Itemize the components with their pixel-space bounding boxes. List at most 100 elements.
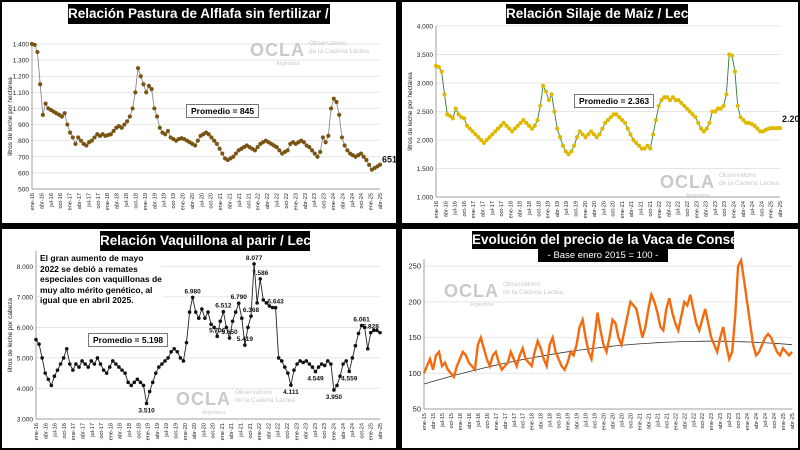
- data-point: [249, 314, 253, 318]
- y-tick-label: 7.000: [17, 294, 34, 301]
- data-point: [32, 42, 37, 47]
- chart-title: Evolución del precio de la Vaca de Conse…: [472, 231, 758, 249]
- x-tick-label: abr-25: [778, 201, 784, 217]
- x-tick-label: ene-22: [657, 201, 663, 218]
- data-label: 5.650: [221, 329, 238, 336]
- x-tick-label: jul-22: [275, 193, 281, 208]
- data-point: [233, 310, 238, 314]
- data-point: [138, 380, 143, 385]
- x-tick-label: oct-23: [322, 423, 328, 439]
- data-point: [473, 132, 478, 137]
- x-tick-label: abr-25: [790, 413, 796, 429]
- data-point: [529, 126, 534, 131]
- y-tick-label: 6.000: [17, 325, 34, 332]
- data-point: [701, 129, 706, 134]
- x-tick-label: jul-19: [584, 413, 590, 428]
- data-point: [122, 122, 127, 127]
- chart-panel-silaje: Relación Silaje de Maíz / Leche 1.000 1.5…: [402, 2, 798, 223]
- data-point: [175, 350, 180, 354]
- data-point: [49, 383, 54, 388]
- data-point: [71, 368, 75, 372]
- data-point: [580, 132, 585, 137]
- data-point: [339, 135, 345, 140]
- data-point: [315, 154, 320, 159]
- x-tick-label: ene-17: [71, 423, 77, 440]
- y-tick-label: 3.000: [417, 81, 434, 88]
- x-tick-label: abr-25: [378, 423, 384, 439]
- data-point: [777, 126, 783, 131]
- data-point: [138, 74, 143, 79]
- x-tick-label: jul-22: [676, 201, 682, 216]
- x-tick-label: jul-20: [601, 201, 607, 216]
- data-point: [495, 126, 501, 131]
- data-point: [368, 330, 373, 335]
- data-point: [74, 362, 78, 366]
- data-point: [196, 316, 201, 320]
- data-point: [344, 359, 349, 363]
- x-tick-label: jul-24: [350, 423, 356, 438]
- data-point: [214, 141, 219, 146]
- data-point: [92, 135, 97, 140]
- data-point: [481, 140, 487, 145]
- data-point: [738, 115, 743, 120]
- x-tick-label: jul-21: [639, 201, 645, 216]
- data-point: [203, 316, 207, 320]
- data-point: [741, 117, 746, 123]
- data-point: [353, 343, 358, 348]
- y-tick-label: 1.400: [13, 42, 30, 49]
- data-point: [209, 135, 214, 140]
- data-point: [267, 304, 272, 308]
- data-point: [322, 363, 327, 368]
- x-tick-label: abr-19: [155, 423, 161, 439]
- x-tick-label: abr-24: [741, 201, 747, 217]
- x-tick-label: ene-22: [256, 193, 262, 210]
- x-tick-label: abr-24: [754, 413, 760, 429]
- x-tick-label: oct-23: [322, 193, 328, 209]
- data-point: [625, 126, 630, 131]
- chart-title: Relación Vaquillona al parir / Leche: [100, 231, 327, 251]
- data-point: [718, 106, 723, 111]
- y-tick-label: 1.500: [417, 166, 434, 173]
- x-tick-label: oct-18: [557, 413, 563, 429]
- data-point: [206, 132, 211, 137]
- data-label: 5.828: [363, 324, 380, 331]
- data-point: [187, 310, 192, 314]
- x-tick-label: oct-18: [133, 193, 139, 209]
- data-point: [653, 117, 659, 123]
- data-point: [752, 123, 757, 128]
- x-tick-label: jul-17: [512, 413, 518, 428]
- x-tick-label: abr-16: [39, 193, 45, 209]
- x-tick-label: jul-17: [490, 201, 496, 216]
- x-tick-label: ene-22: [673, 413, 679, 430]
- x-tick-label: abr-17: [503, 413, 509, 429]
- data-point: [193, 143, 198, 148]
- x-tick-label: abr-22: [682, 413, 688, 429]
- data-point: [117, 365, 121, 369]
- data-point: [617, 115, 622, 120]
- x-tick-label: abr-19: [575, 413, 581, 429]
- data-label: 6.368: [243, 307, 260, 314]
- chart-panel-vaca-conserva: Evolución del precio de la Vaca de Conse…: [402, 229, 798, 448]
- x-tick-label: ene-19: [143, 193, 149, 210]
- data-point: [645, 143, 650, 148]
- data-label: 5.419: [237, 336, 254, 343]
- x-tick-label: jul-18: [548, 413, 554, 428]
- x-tick-label: oct-21: [648, 201, 654, 217]
- x-tick-label: oct-19: [573, 201, 579, 217]
- data-point: [209, 322, 213, 327]
- x-tick-label: oct-18: [536, 201, 542, 217]
- x-tick-label: jul-23: [727, 413, 733, 428]
- data-point: [667, 98, 673, 103]
- x-tick-label: oct-24: [772, 413, 778, 429]
- data-point: [362, 325, 367, 330]
- data-label: 7.586: [252, 270, 269, 277]
- data-point: [169, 350, 173, 354]
- y-tick-label: 1.100: [13, 90, 30, 97]
- y-tick-label: 700: [18, 154, 29, 161]
- data-point: [78, 138, 84, 143]
- data-label: 6.980: [185, 288, 202, 295]
- x-tick-label: oct-24: [359, 423, 365, 439]
- chart-panel-alfalfa: Relación Pastura de Alflafa sin fertiliz…: [2, 2, 396, 223]
- data-point: [631, 137, 636, 143]
- x-tick-label: jul-21: [655, 413, 661, 428]
